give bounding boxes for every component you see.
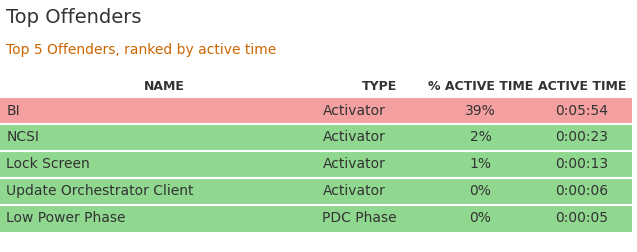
Text: 1%: 1% [469, 158, 492, 171]
Text: 0%: 0% [469, 211, 492, 225]
Text: Activator: Activator [322, 131, 385, 144]
Text: Activator: Activator [322, 184, 385, 198]
Text: 0:00:13: 0:00:13 [555, 158, 608, 171]
Text: 39%: 39% [465, 104, 496, 117]
Bar [0, 205, 633, 232]
Text: 0:00:06: 0:00:06 [555, 184, 608, 198]
Text: 0%: 0% [469, 184, 492, 198]
Text: NAME: NAME [144, 80, 185, 93]
Text: Lock Screen: Lock Screen [6, 158, 90, 171]
Text: 2%: 2% [469, 131, 492, 144]
Text: Low Power Phase: Low Power Phase [6, 211, 126, 225]
Text: Update Orchestrator Client: Update Orchestrator Client [6, 184, 194, 198]
Text: BI: BI [6, 104, 20, 117]
Text: PDC Phase: PDC Phase [322, 211, 397, 225]
Bar [0, 97, 633, 124]
Bar [0, 178, 633, 205]
Bar [0, 76, 633, 97]
Bar [0, 124, 633, 151]
Text: Top Offenders: Top Offenders [6, 8, 142, 26]
Text: % ACTIVE TIME: % ACTIVE TIME [428, 80, 533, 93]
Bar [0, 151, 633, 178]
Text: NCSI: NCSI [6, 131, 39, 144]
Text: 0:00:05: 0:00:05 [555, 211, 608, 225]
Text: TYPE: TYPE [362, 80, 397, 93]
Text: 0:05:54: 0:05:54 [555, 104, 608, 117]
Text: Activator: Activator [322, 104, 385, 117]
Text: Activator: Activator [322, 158, 385, 171]
Text: ACTIVE TIME: ACTIVE TIME [538, 80, 626, 93]
Text: Top 5 Offenders, ranked by active time: Top 5 Offenders, ranked by active time [6, 43, 276, 57]
Text: 0:00:23: 0:00:23 [555, 131, 608, 144]
